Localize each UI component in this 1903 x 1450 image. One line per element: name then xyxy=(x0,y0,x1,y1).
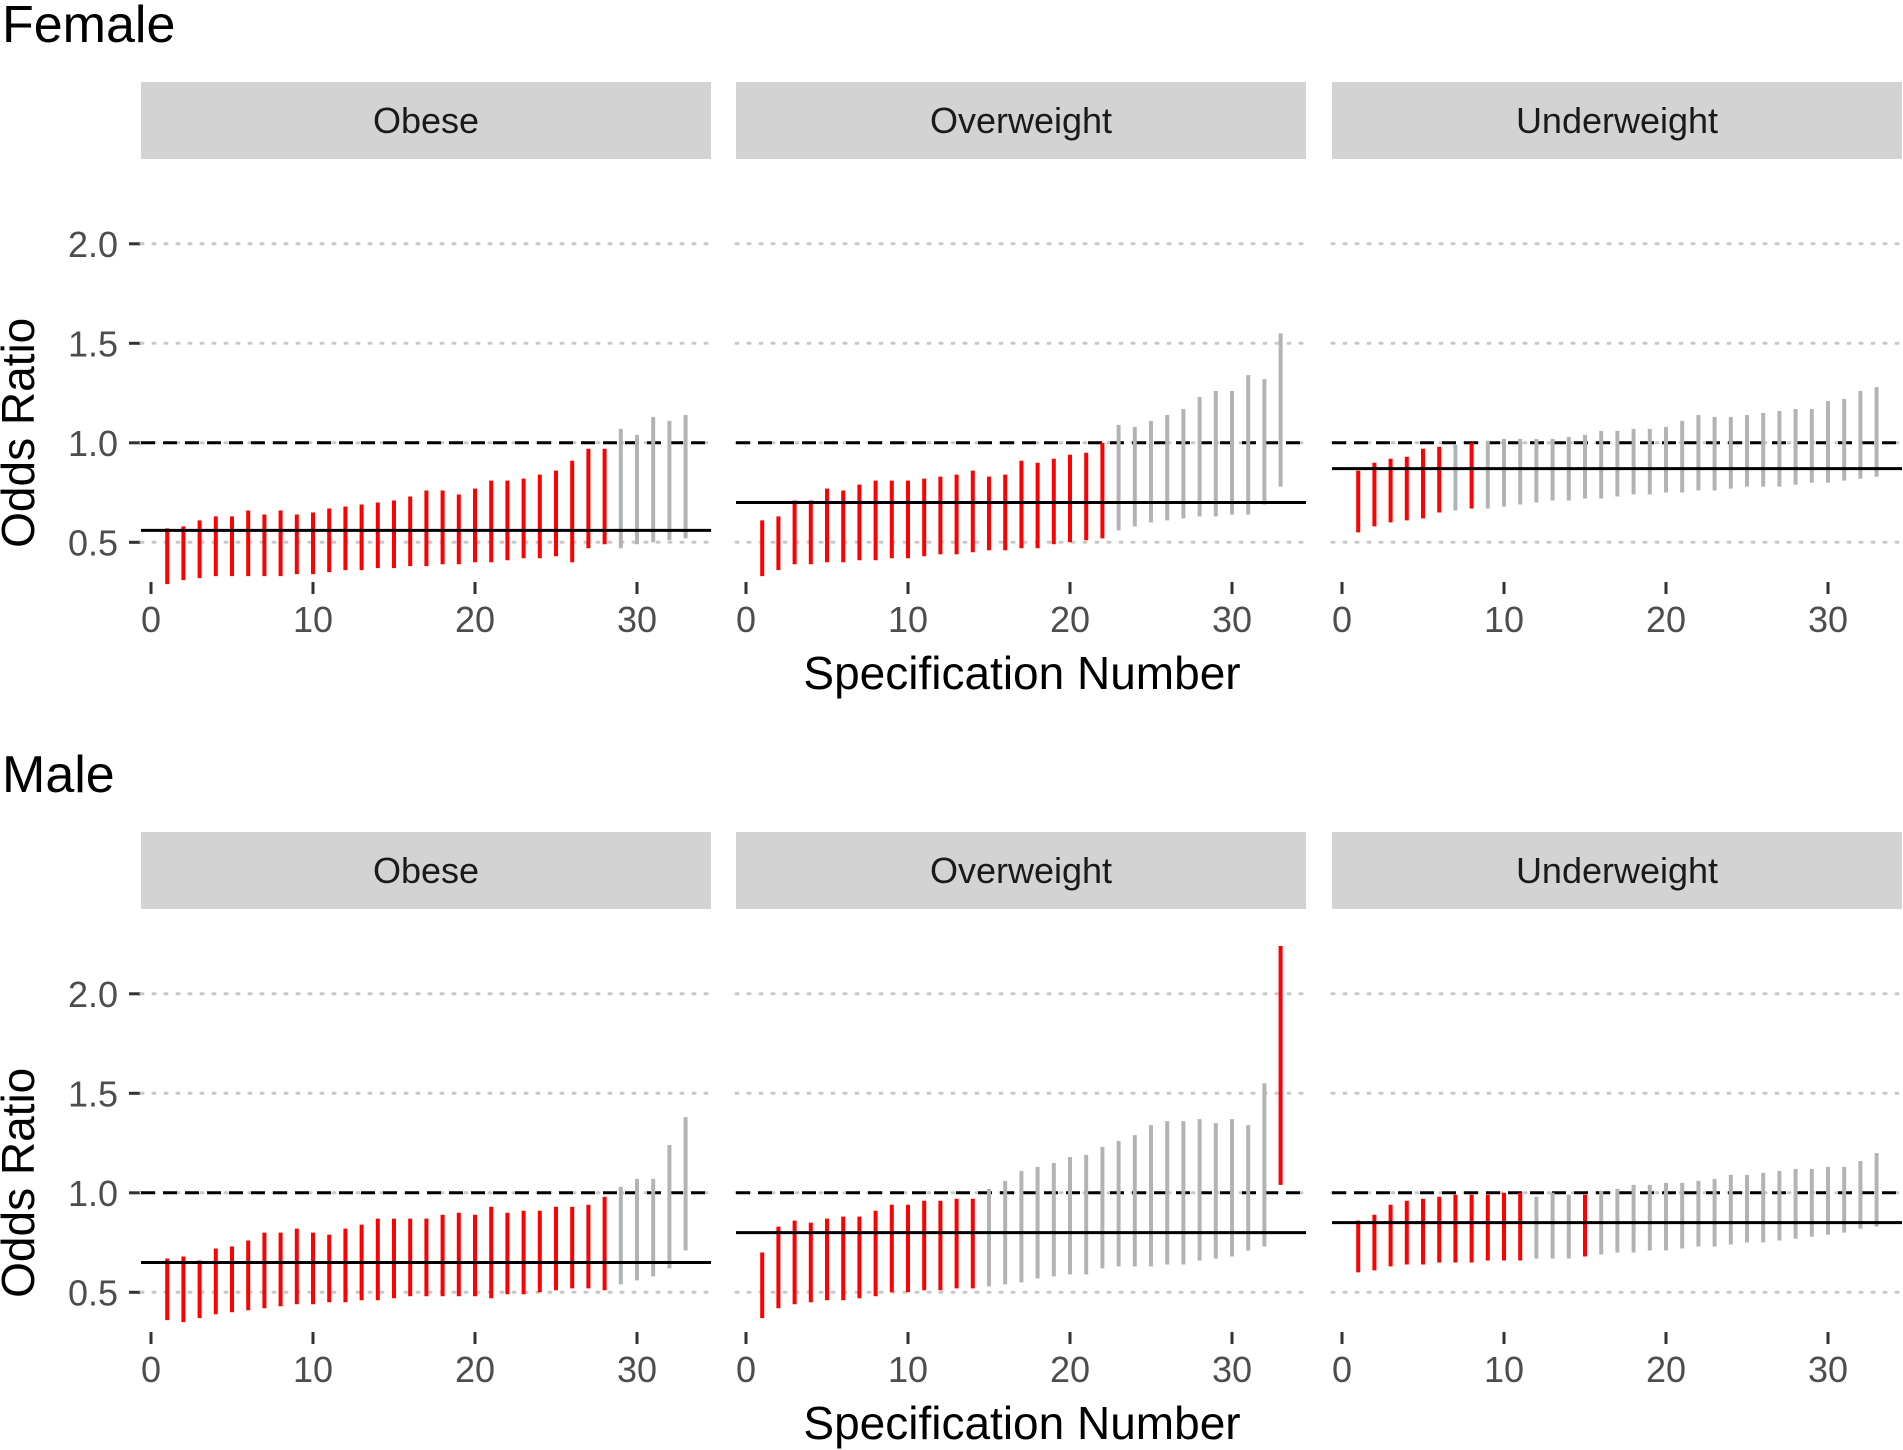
chart-group-female: Female 0.5 1.0 1.5 2.0 Odds Ratio Obese 0 10 20 30… xyxy=(0,0,1903,699)
x-axis-title: Specification Number xyxy=(803,647,1240,699)
facet-panel-overweight: Overweight 0 10 20 30 xyxy=(734,832,1308,1390)
x-tick-label: 0 xyxy=(736,1349,756,1390)
x-tick-label: 30 xyxy=(617,1349,657,1390)
y-tick-label: 2.0 xyxy=(68,974,118,1015)
x-tick-label: 30 xyxy=(1212,599,1252,640)
x-tick-label: 10 xyxy=(1484,1349,1524,1390)
y-axis-title: Odds Ratio xyxy=(0,318,44,548)
facet-strip-label: Underweight xyxy=(1516,100,1718,141)
group-title: Male xyxy=(2,746,115,804)
y-tick-label: 0.5 xyxy=(68,522,118,563)
x-tick-label: 10 xyxy=(1484,599,1524,640)
facet-strip xyxy=(1332,82,1902,159)
x-tick-label: 10 xyxy=(888,599,928,640)
y-tick-label: 1.5 xyxy=(68,1073,118,1114)
x-tick-label: 20 xyxy=(1646,1349,1686,1390)
x-tick-label: 30 xyxy=(1808,599,1848,640)
y-tick-label: 1.5 xyxy=(68,323,118,364)
facet-strip xyxy=(736,832,1306,909)
facet-strip-label: Obese xyxy=(373,100,479,141)
x-tick-label: 30 xyxy=(1212,1349,1252,1390)
facet-strip xyxy=(736,82,1306,159)
facet-strip-label: Underweight xyxy=(1516,850,1718,891)
x-tick-label: 0 xyxy=(141,1349,161,1390)
group-title: Female xyxy=(2,0,175,54)
x-tick-label: 20 xyxy=(455,1349,495,1390)
x-tick-label: 0 xyxy=(736,599,756,640)
facet-panel-underweight: Underweight 0 10 20 30 xyxy=(1330,832,1903,1390)
x-tick-label: 20 xyxy=(1050,599,1090,640)
x-tick-label: 0 xyxy=(1332,599,1352,640)
y-tick-label: 0.5 xyxy=(68,1272,118,1313)
x-tick-label: 20 xyxy=(455,599,495,640)
facet-panel-obese: Obese 0 10 20 30 xyxy=(139,82,713,640)
facet-strip-label: Overweight xyxy=(930,850,1112,891)
facet-strip xyxy=(141,832,711,909)
x-axis-title: Specification Number xyxy=(803,1397,1240,1449)
y-tick-label: 1.0 xyxy=(68,1173,118,1214)
y-tick-label: 1.0 xyxy=(68,423,118,464)
y-tick-label: 2.0 xyxy=(68,224,118,265)
x-tick-label: 10 xyxy=(888,1349,928,1390)
facet-strip-label: Obese xyxy=(373,850,479,891)
x-tick-label: 30 xyxy=(1808,1349,1848,1390)
facet-panel-obese: Obese 0 10 20 30 xyxy=(139,832,713,1390)
facet-strip xyxy=(1332,832,1902,909)
x-tick-label: 20 xyxy=(1646,599,1686,640)
x-tick-label: 30 xyxy=(617,599,657,640)
facet-panel-underweight: Underweight 0 10 20 30 xyxy=(1330,82,1903,640)
x-tick-label: 0 xyxy=(141,599,161,640)
facet-strip xyxy=(141,82,711,159)
facet-panel-overweight: Overweight 0 10 20 30 xyxy=(734,82,1308,640)
facet-strip-label: Overweight xyxy=(930,100,1112,141)
x-tick-label: 10 xyxy=(293,1349,333,1390)
x-tick-label: 10 xyxy=(293,599,333,640)
y-axis-title: Odds Ratio xyxy=(0,1068,44,1298)
x-tick-label: 0 xyxy=(1332,1349,1352,1390)
x-tick-label: 20 xyxy=(1050,1349,1090,1390)
